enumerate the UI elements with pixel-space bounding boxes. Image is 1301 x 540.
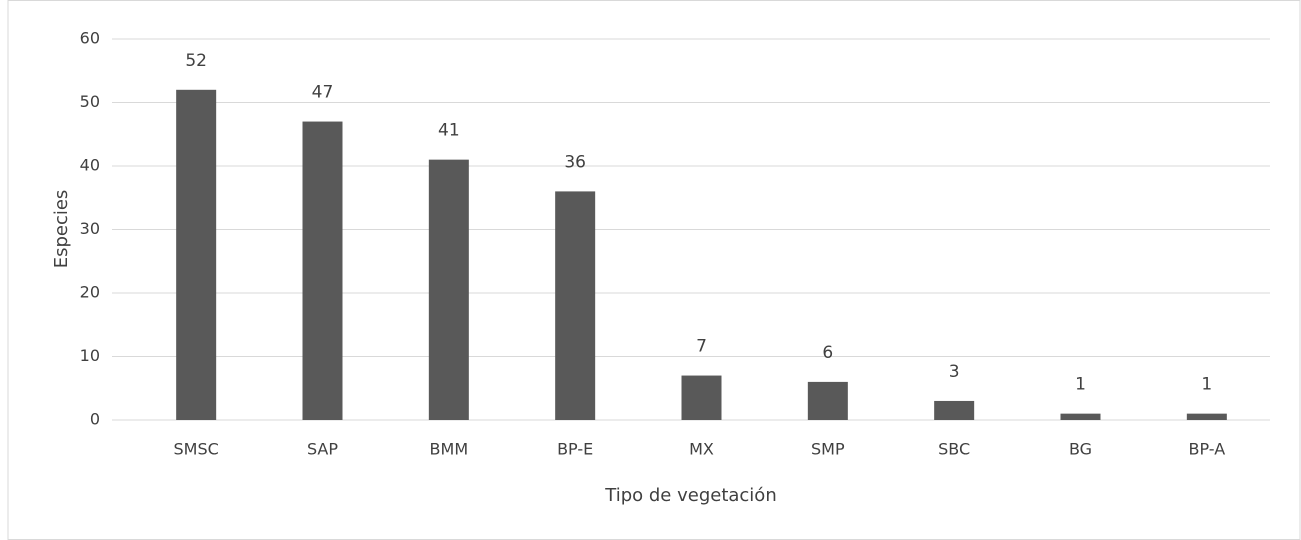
chart-frame [7,0,1301,540]
bar [807,381,848,420]
bar [555,191,596,420]
y-tick-label: 50 [80,92,100,111]
x-tick-label: SMSC [174,440,219,459]
data-label: 47 [312,83,334,103]
bar [428,159,469,420]
x-tick-label: SMP [811,440,845,459]
data-label: 6 [822,343,833,363]
y-tick-label: 0 [90,410,100,429]
x-tick-label: BMM [430,440,469,459]
data-label: 52 [185,51,207,71]
y-axis-title: Especies [51,190,72,269]
y-tick-label: 40 [80,156,100,175]
x-axis-title: Tipo de vegetación [604,485,776,506]
x-tick-label: MX [689,440,714,459]
bar [1060,413,1101,420]
y-tick-label: 10 [80,346,100,365]
y-tick-label: 30 [80,219,100,238]
bar [934,400,975,420]
x-tick-label: BG [1069,440,1092,459]
y-tick-label: 20 [80,283,100,302]
bar [1186,413,1227,420]
bar [681,375,722,420]
data-label: 3 [949,362,960,382]
bar [176,89,217,421]
x-tick-label: SBC [938,440,970,459]
data-label: 36 [564,152,586,172]
data-label: 41 [438,121,460,141]
data-label: 7 [696,337,707,357]
x-tick-label: BP-E [557,440,593,459]
y-tick-label: 60 [80,29,100,48]
x-tick-label: BP-A [1189,440,1226,459]
bar [302,121,343,421]
x-tick-label: SAP [307,440,338,459]
data-label: 1 [1201,375,1212,395]
data-label: 1 [1075,375,1086,395]
